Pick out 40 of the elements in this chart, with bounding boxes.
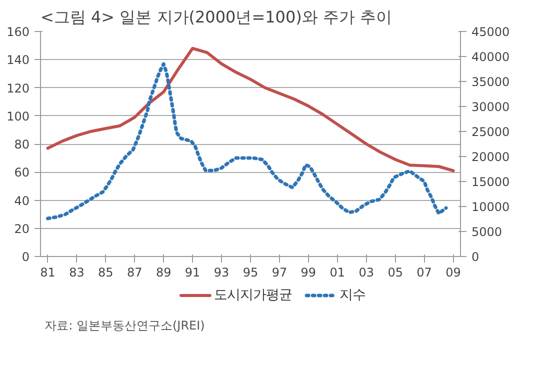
x-tick-label: 91: [184, 266, 200, 280]
y2-tick-label: 10000: [472, 200, 510, 214]
y-tick-label: 100: [6, 109, 30, 124]
text: 자료: 일본부동산연구소(JREI): [44, 318, 205, 332]
y2-tick-label: 20000: [472, 150, 510, 164]
y2-tick-label: 15000: [472, 175, 510, 189]
y2-tick-label: 45000: [472, 25, 510, 39]
x-tick-label: 81: [40, 266, 56, 280]
x-tick-label: 97: [272, 266, 288, 280]
y-tick-label: 120: [6, 81, 30, 96]
x-tick-label: 87: [127, 266, 142, 280]
y-tick-label: 140: [6, 53, 30, 68]
y2-tick-label: 30000: [472, 100, 510, 114]
chart-title: <그림 4> 일본 지가(2000년=100)와 주가 추이: [40, 8, 392, 26]
y-tick-label: 40: [14, 194, 30, 208]
x-tick-label: 07: [416, 266, 432, 280]
x-tick-label: 83: [69, 266, 84, 280]
x-tick-label: 85: [98, 266, 114, 280]
y2-tick-label: 40000: [472, 50, 510, 64]
legend-label: 지수: [340, 288, 366, 303]
y-tick-label: 60: [14, 166, 30, 180]
y-tick-label: 160: [6, 25, 30, 39]
x-tick-label: 99: [300, 266, 316, 280]
x-tick-label: 93: [214, 266, 230, 280]
legend-label: 도시지가평균: [214, 288, 292, 303]
y2-tick-label: 5000: [472, 225, 502, 239]
x-tick-label: 89: [156, 266, 172, 280]
x-tick-label: 05: [388, 266, 403, 280]
x-tick-label: 95: [242, 266, 258, 280]
y2-tick-label: 25000: [472, 125, 510, 139]
x-tick-label: 01: [330, 266, 346, 280]
y-tick-label: 20: [14, 222, 30, 236]
x-tick-label: 03: [358, 266, 374, 280]
y2-tick-label: 0: [472, 250, 480, 264]
line-series: [46, 62, 448, 220]
line-series: [46, 46, 455, 172]
x-tick-label: 09: [446, 266, 461, 280]
y2-tick-label: 35000: [472, 75, 510, 89]
y-tick-label: 80: [14, 138, 30, 152]
y-tick-label: 0: [22, 250, 30, 264]
